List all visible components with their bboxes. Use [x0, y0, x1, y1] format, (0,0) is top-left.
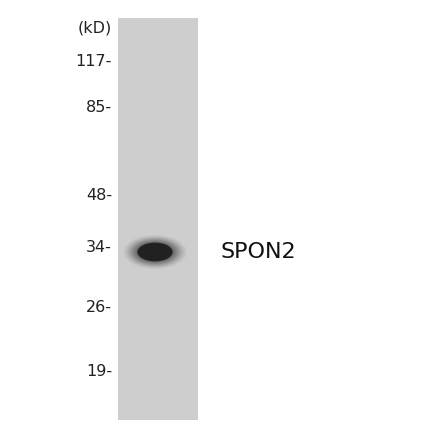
Ellipse shape — [137, 243, 172, 262]
Ellipse shape — [132, 240, 177, 264]
Text: 48-: 48- — [86, 187, 112, 202]
Ellipse shape — [128, 238, 182, 266]
Text: 34-: 34- — [86, 240, 112, 255]
Text: 85-: 85- — [86, 101, 112, 116]
Ellipse shape — [137, 243, 172, 262]
Text: SPON2: SPON2 — [220, 242, 296, 262]
Text: 117-: 117- — [76, 55, 112, 70]
Ellipse shape — [134, 241, 176, 263]
Ellipse shape — [136, 242, 174, 262]
Ellipse shape — [126, 237, 184, 267]
Ellipse shape — [141, 244, 169, 260]
Bar — [118, 18, 198, 420]
Ellipse shape — [129, 239, 180, 265]
Text: 19-: 19- — [86, 365, 112, 380]
Text: (kD): (kD) — [78, 20, 112, 35]
Ellipse shape — [139, 243, 171, 261]
Ellipse shape — [131, 239, 179, 265]
Text: 26-: 26- — [86, 300, 112, 315]
